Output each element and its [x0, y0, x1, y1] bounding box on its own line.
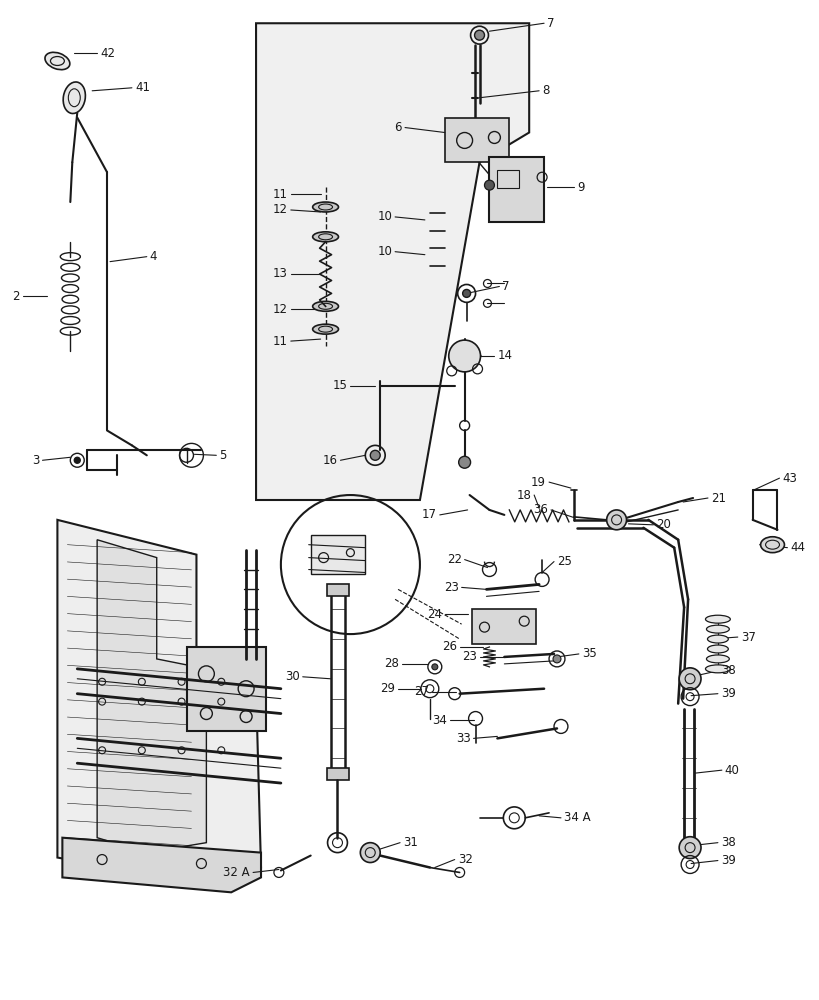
Text: 36: 36 — [532, 503, 547, 516]
Ellipse shape — [707, 635, 727, 643]
Text: 2: 2 — [12, 290, 20, 303]
Text: 37: 37 — [740, 631, 754, 644]
Text: 39: 39 — [720, 687, 735, 700]
Text: 27: 27 — [414, 685, 428, 698]
Text: 23: 23 — [443, 581, 458, 594]
Text: 23: 23 — [461, 650, 476, 663]
Polygon shape — [57, 520, 260, 882]
Text: 42: 42 — [100, 47, 115, 60]
Ellipse shape — [312, 301, 338, 311]
Text: 40: 40 — [724, 764, 739, 777]
Text: 5: 5 — [219, 449, 226, 462]
Text: 28: 28 — [384, 657, 399, 670]
Text: 30: 30 — [285, 670, 300, 683]
Circle shape — [75, 457, 80, 463]
Text: 13: 13 — [273, 267, 287, 280]
Bar — [471, 609, 536, 644]
Text: 12: 12 — [273, 203, 287, 216]
Text: 25: 25 — [556, 555, 571, 568]
Ellipse shape — [704, 615, 730, 623]
Text: 32: 32 — [457, 853, 472, 866]
Ellipse shape — [707, 645, 727, 653]
Text: 39: 39 — [720, 854, 735, 867]
Circle shape — [678, 837, 700, 859]
Circle shape — [458, 456, 470, 468]
Bar — [186, 647, 265, 731]
Polygon shape — [97, 540, 206, 853]
Ellipse shape — [760, 537, 784, 553]
Text: 19: 19 — [531, 476, 545, 489]
Bar — [310, 535, 364, 574]
Text: 34: 34 — [432, 714, 446, 727]
Circle shape — [678, 668, 700, 690]
Text: 9: 9 — [576, 181, 584, 194]
Text: 7: 7 — [546, 17, 554, 30]
Text: 7: 7 — [502, 280, 509, 293]
Text: 38: 38 — [720, 836, 735, 849]
Ellipse shape — [706, 655, 728, 663]
Text: 20: 20 — [655, 518, 671, 531]
Circle shape — [552, 655, 560, 663]
Text: 44: 44 — [790, 541, 804, 554]
Ellipse shape — [312, 202, 338, 212]
Text: 6: 6 — [394, 121, 401, 134]
Ellipse shape — [704, 665, 730, 673]
Text: 11: 11 — [273, 335, 287, 348]
Text: 10: 10 — [377, 245, 391, 258]
Text: 22: 22 — [446, 553, 461, 566]
Ellipse shape — [63, 82, 85, 114]
Text: 12: 12 — [273, 303, 287, 316]
Text: 17: 17 — [421, 508, 437, 521]
Bar — [326, 584, 349, 596]
Text: 41: 41 — [134, 81, 150, 94]
Text: 35: 35 — [581, 647, 596, 660]
Circle shape — [370, 450, 380, 460]
Text: 11: 11 — [273, 188, 287, 201]
Ellipse shape — [706, 625, 728, 633]
Text: 33: 33 — [455, 732, 470, 745]
Text: 4: 4 — [150, 250, 157, 263]
Text: 32 A: 32 A — [224, 866, 250, 879]
Circle shape — [432, 664, 437, 670]
Text: 16: 16 — [322, 454, 337, 467]
Circle shape — [474, 30, 484, 40]
Text: 3: 3 — [32, 454, 39, 467]
Text: 10: 10 — [377, 210, 391, 223]
Polygon shape — [256, 23, 528, 500]
Bar — [326, 768, 349, 780]
Text: 26: 26 — [441, 640, 456, 653]
Polygon shape — [62, 838, 260, 892]
Circle shape — [462, 289, 470, 297]
Text: 43: 43 — [781, 472, 796, 485]
Bar — [489, 157, 544, 222]
Bar — [497, 170, 518, 188]
Text: 14: 14 — [497, 349, 512, 362]
Ellipse shape — [45, 52, 70, 70]
Bar — [444, 118, 509, 162]
Text: 38: 38 — [720, 664, 735, 677]
Text: 24: 24 — [426, 608, 441, 621]
Circle shape — [484, 180, 494, 190]
Text: 29: 29 — [380, 682, 395, 695]
Text: 18: 18 — [516, 489, 531, 502]
Text: 34 A: 34 A — [563, 811, 590, 824]
Text: 8: 8 — [541, 84, 549, 97]
Circle shape — [448, 340, 480, 372]
Circle shape — [606, 510, 626, 530]
Text: 31: 31 — [403, 836, 418, 849]
Ellipse shape — [312, 232, 338, 242]
Text: 15: 15 — [333, 379, 347, 392]
Text: 21: 21 — [710, 492, 725, 505]
Circle shape — [360, 843, 380, 863]
Ellipse shape — [312, 324, 338, 334]
